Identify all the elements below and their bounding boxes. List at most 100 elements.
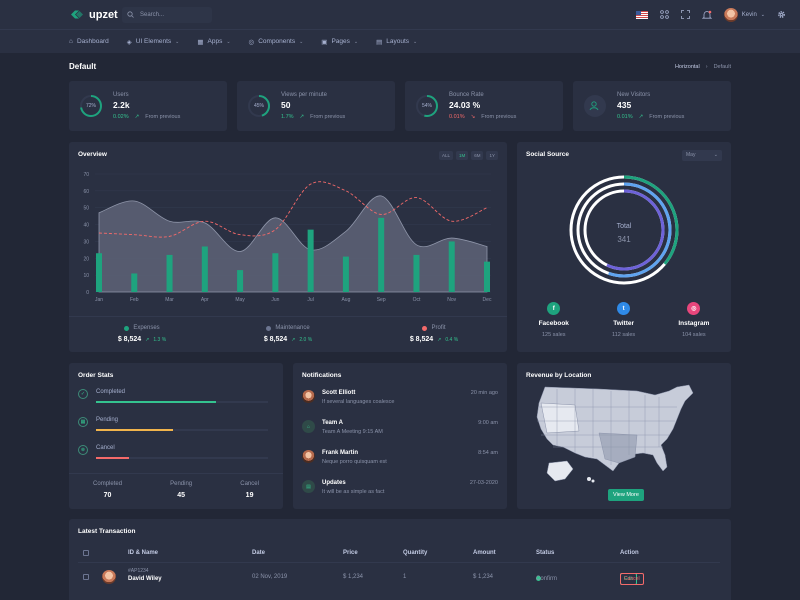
y-tick-label: 0 <box>86 290 89 296</box>
user-avatar-icon <box>302 390 315 403</box>
search-input[interactable]: Search... <box>122 6 212 23</box>
legend-value-row: $ 8,524 ↗ 1.3 % <box>118 336 166 343</box>
notification-body: Team A Team A Meeting 9:15 AM <box>322 420 383 435</box>
notification-item[interactable]: ⌂ Team A Team A Meeting 9:15 AM 9:00 am <box>302 420 498 435</box>
range-selector: ALL 1M 6M 1Y <box>438 151 498 160</box>
social-name: Twitter <box>613 320 635 327</box>
expenses-bar <box>131 273 138 292</box>
nav-item-label: Layouts <box>386 38 410 45</box>
nav-item-label: Pages <box>331 38 350 45</box>
order-summary-value: 45 <box>177 492 186 499</box>
notification-body: Scott Elliott If several languages coales… <box>322 390 394 405</box>
nav-item-pages[interactable]: ▣ Pages ⌄ <box>321 38 358 46</box>
stat-change-value: 0.01% <box>617 114 633 120</box>
column-header: Status <box>536 550 555 556</box>
revenue-title: Revenue by Location <box>526 372 592 379</box>
order-summary-value: 70 <box>103 492 112 499</box>
fullscreen-icon[interactable] <box>680 10 690 19</box>
breadcrumb-current: Default <box>713 63 731 70</box>
bell-icon[interactable] <box>701 10 712 20</box>
notification-time: 20 min ago <box>470 390 498 396</box>
progress-percent: 54% <box>421 103 432 109</box>
progress-ring-graphic <box>248 95 270 117</box>
legend-dot-icon <box>266 325 272 331</box>
chevron-down-icon: ⌄ <box>299 38 304 45</box>
order-stat-body: Pending <box>96 417 268 431</box>
range-button-1y[interactable]: 1Y <box>486 151 498 160</box>
pages-icon: ▣ <box>321 38 328 46</box>
legend-item: Expenses $ 8,524 ↗ 1.3 % <box>118 325 166 343</box>
status-dot-icon <box>536 576 541 581</box>
view-more-button[interactable]: View More <box>608 489 644 501</box>
month-select[interactable]: May ⌄ <box>682 150 722 161</box>
user-menu[interactable]: Kevin ⌄ <box>723 7 765 22</box>
logo[interactable]: upzet <box>70 9 122 21</box>
social-item-facebook[interactable]: f Facebook 125 sales <box>539 302 569 338</box>
progress-ring: 72% <box>79 94 103 118</box>
social-name: Instagram <box>678 320 710 327</box>
overview-legend: Expenses $ 8,524 ↗ 1.3 % Maintenance $ 8,524 ↗… <box>69 325 507 343</box>
expenses-bar <box>413 254 420 292</box>
legend-name-row: Maintenance <box>264 325 312 331</box>
progress-fill <box>96 401 217 403</box>
transaction-id: #AP1234 <box>128 568 149 574</box>
transaction-id-name: #AP1234 David Wiley <box>128 568 162 582</box>
select-all-checkbox[interactable] <box>83 550 89 556</box>
logo-icon <box>71 10 83 19</box>
x-tick-label: Jun <box>271 297 279 303</box>
notification-item[interactable]: ▤ Updates It will be as simple as fact 27-0… <box>302 480 498 495</box>
breadcrumb-link[interactable]: Horizontal <box>674 63 700 70</box>
order-stat-row: ⊗ Cancel <box>78 445 268 459</box>
column-header: Action <box>620 550 639 556</box>
notification-name: Scott Elliott <box>322 390 356 396</box>
x-tick-label: Jan <box>95 297 103 303</box>
stat-card: 54% Bounce Rate 24.03 % 0.01% ↘ From previous <box>405 81 563 131</box>
cancel-circle-icon: ⊗ <box>78 445 88 455</box>
order-stats-title: Order Stats <box>78 372 114 379</box>
stat-card: 72% Users 2.2k 0.02% ↗ From previous <box>69 81 227 131</box>
nav-item-dashboard[interactable]: ⌂ Dashboard <box>69 38 109 45</box>
gear-icon[interactable] <box>777 10 786 19</box>
app-name: upzet <box>89 8 118 21</box>
stat-note: From previous <box>481 114 517 120</box>
us-flag-icon[interactable] <box>635 10 648 19</box>
components-icon: ◎ <box>248 38 255 46</box>
range-button-6m[interactable]: 6M <box>471 151 484 160</box>
range-button-all[interactable]: ALL <box>438 151 453 160</box>
nav-item-components[interactable]: ◎ Components ⌄ <box>249 38 304 46</box>
order-stat-body: Cancel <box>96 445 268 459</box>
nav-item-layouts[interactable]: ▤ Layouts ⌄ <box>376 38 417 46</box>
legend-dot-icon <box>422 325 428 331</box>
order-summary-label: Cancel <box>240 481 259 487</box>
social-sales: 125 sales <box>541 332 566 338</box>
row-checkbox[interactable] <box>83 574 89 580</box>
y-tick-label: 20 <box>83 256 89 262</box>
cancel-button[interactable]: Cancel <box>620 573 644 585</box>
order-stat-label: Completed <box>96 389 126 395</box>
stat-body: Bounce Rate 24.03 % 0.01% ↘ From previous <box>449 92 516 120</box>
progress-ring: 54% <box>415 94 439 118</box>
nav-item-apps[interactable]: ▦ Apps ⌄ <box>197 38 230 46</box>
transactions-card: Latest Transaction ID & Name Date Price Qua… <box>69 519 731 600</box>
social-total-value: 341 <box>617 235 631 244</box>
column-header: Price <box>343 550 358 556</box>
social-item-instagram[interactable]: ◎ Instagram 104 sales <box>678 302 709 338</box>
social-source-card: Social Source May ⌄ Total 341 f Facebook 12… <box>517 142 731 352</box>
social-item-twitter[interactable]: t Twitter 112 sales <box>612 302 635 338</box>
stat-change: 0.01% ↗ From previous <box>617 114 684 120</box>
apps-grid-icon[interactable] <box>659 10 669 19</box>
y-tick-label: 30 <box>83 239 89 245</box>
arrow-up-icon: ↗ <box>437 336 442 343</box>
progress-ring-graphic <box>80 95 102 117</box>
overview-card: Overview ALL 1M 6M 1Y 0 10 20 30 40 50 60 70 Jan Feb… <box>69 142 507 352</box>
instagram-icon: ◎ <box>687 302 701 315</box>
notification-item[interactable]: Scott Elliott If several languages coales… <box>302 390 498 405</box>
nav-item-ui-elements[interactable]: ◈ UI Elements ⌄ <box>127 38 180 46</box>
range-button-1m[interactable]: 1M <box>455 151 469 160</box>
social-sales: 104 sales <box>682 332 706 338</box>
notification-item[interactable]: Frank Martin Neque porro quisquam est 8:54… <box>302 450 498 465</box>
top-bar: upzet Search... Kevin ⌄ <box>0 0 800 29</box>
stat-value: 24.03 % <box>449 100 481 110</box>
x-tick-label: Apr <box>201 297 209 303</box>
stat-note: From previous <box>310 114 346 120</box>
